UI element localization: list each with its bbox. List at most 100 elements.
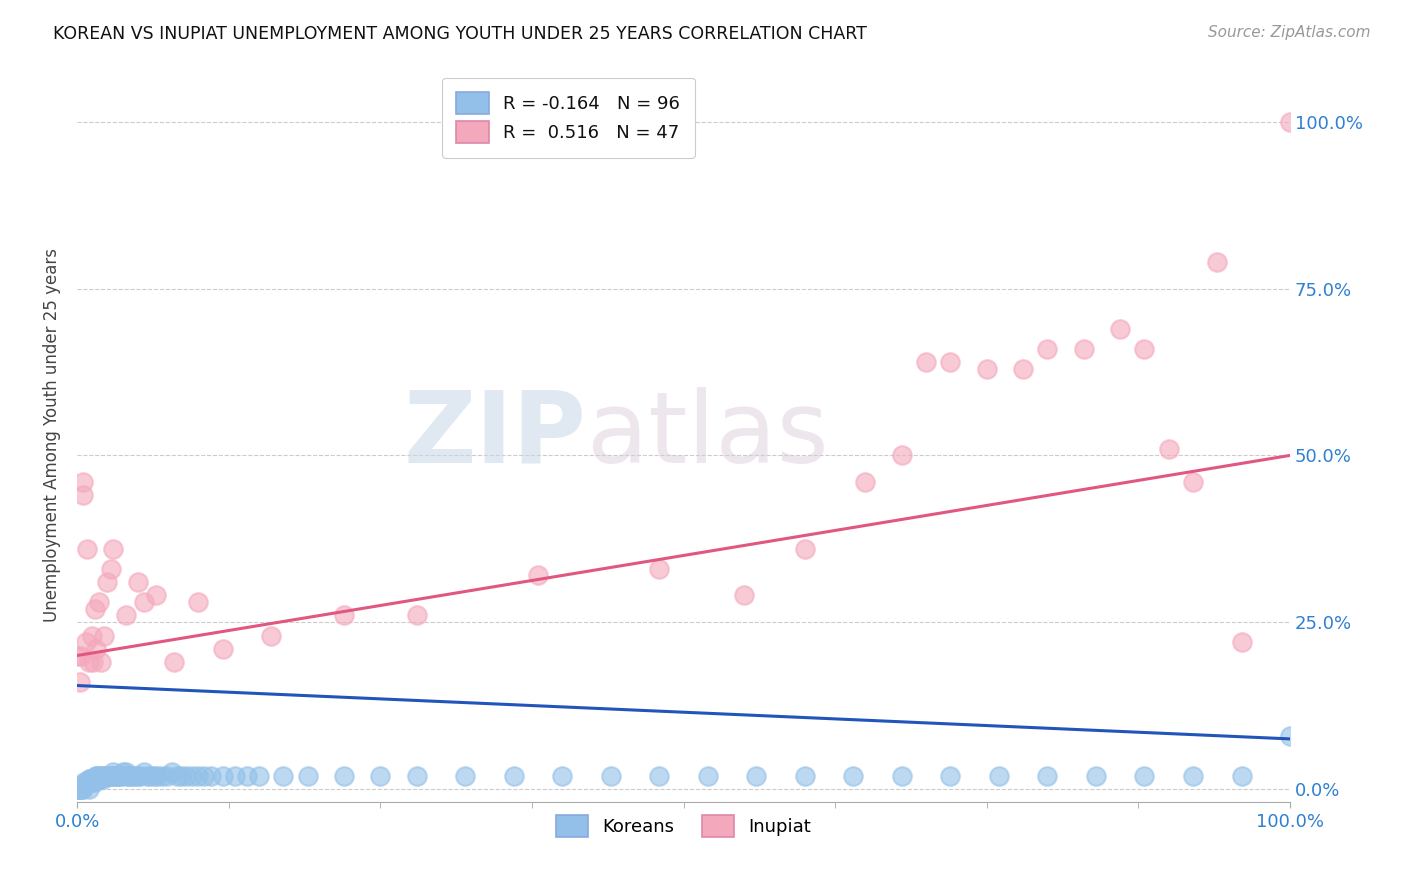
Point bbox=[104, 768, 127, 782]
Point bbox=[90, 768, 112, 782]
Point bbox=[84, 775, 107, 789]
Point bbox=[66, 781, 89, 796]
Point bbox=[163, 655, 186, 669]
Point bbox=[1133, 768, 1156, 782]
Point bbox=[370, 768, 392, 782]
Point bbox=[174, 768, 197, 782]
Point bbox=[120, 768, 142, 782]
Point bbox=[76, 541, 98, 556]
Point bbox=[67, 781, 90, 796]
Text: KOREAN VS INUPIAT UNEMPLOYMENT AMONG YOUTH UNDER 25 YEARS CORRELATION CHART: KOREAN VS INUPIAT UNEMPLOYMENT AMONG YOU… bbox=[53, 25, 868, 43]
Point bbox=[69, 779, 91, 793]
Point bbox=[110, 768, 132, 782]
Point bbox=[100, 562, 122, 576]
Point bbox=[136, 768, 159, 782]
Point bbox=[79, 772, 101, 786]
Point bbox=[69, 675, 91, 690]
Point bbox=[96, 768, 118, 782]
Point bbox=[1084, 768, 1107, 782]
Point bbox=[181, 768, 204, 782]
Point bbox=[156, 768, 179, 782]
Point bbox=[82, 772, 104, 786]
Point bbox=[297, 768, 319, 782]
Point bbox=[124, 768, 146, 782]
Point bbox=[103, 765, 125, 780]
Point bbox=[170, 768, 193, 782]
Point bbox=[94, 768, 117, 782]
Point bbox=[236, 768, 259, 782]
Point bbox=[117, 768, 139, 782]
Point bbox=[72, 779, 94, 793]
Point bbox=[72, 781, 94, 796]
Point bbox=[97, 768, 120, 782]
Point bbox=[83, 772, 105, 786]
Point bbox=[67, 781, 90, 796]
Point bbox=[77, 655, 100, 669]
Point bbox=[271, 768, 294, 782]
Point bbox=[648, 768, 671, 782]
Text: Source: ZipAtlas.com: Source: ZipAtlas.com bbox=[1208, 25, 1371, 40]
Point bbox=[142, 768, 165, 782]
Point bbox=[454, 768, 477, 782]
Point bbox=[96, 575, 118, 590]
Point bbox=[80, 775, 103, 789]
Point bbox=[187, 595, 209, 609]
Point bbox=[1036, 342, 1059, 356]
Point bbox=[112, 765, 135, 780]
Point bbox=[87, 595, 110, 609]
Point bbox=[1133, 342, 1156, 356]
Point bbox=[1036, 768, 1059, 782]
Point bbox=[72, 475, 94, 489]
Point bbox=[76, 775, 98, 789]
Text: atlas: atlas bbox=[586, 387, 828, 483]
Point bbox=[915, 355, 938, 369]
Point bbox=[87, 768, 110, 782]
Point bbox=[1073, 342, 1095, 356]
Point bbox=[405, 608, 427, 623]
Point bbox=[551, 768, 574, 782]
Point bbox=[1109, 321, 1132, 335]
Point bbox=[333, 768, 356, 782]
Point bbox=[91, 772, 114, 786]
Point bbox=[69, 781, 91, 796]
Point bbox=[890, 768, 912, 782]
Point bbox=[86, 768, 108, 782]
Point bbox=[82, 655, 104, 669]
Point bbox=[793, 768, 815, 782]
Point bbox=[101, 768, 124, 782]
Point bbox=[1230, 635, 1253, 649]
Point bbox=[502, 768, 524, 782]
Point bbox=[69, 648, 91, 663]
Point bbox=[73, 775, 96, 789]
Point bbox=[1279, 729, 1302, 743]
Point bbox=[86, 768, 108, 782]
Point bbox=[70, 779, 93, 793]
Point bbox=[648, 562, 671, 576]
Point bbox=[939, 355, 962, 369]
Point bbox=[405, 768, 427, 782]
Point bbox=[187, 768, 209, 782]
Point bbox=[145, 589, 167, 603]
Point bbox=[89, 772, 111, 786]
Point bbox=[77, 772, 100, 786]
Point bbox=[75, 635, 97, 649]
Point bbox=[73, 779, 96, 793]
Point bbox=[90, 655, 112, 669]
Point bbox=[842, 768, 865, 782]
Point bbox=[114, 765, 136, 780]
Point bbox=[166, 768, 188, 782]
Point bbox=[599, 768, 621, 782]
Point bbox=[150, 768, 173, 782]
Point bbox=[86, 772, 108, 786]
Point bbox=[260, 628, 283, 642]
Point bbox=[987, 768, 1010, 782]
Point bbox=[107, 768, 129, 782]
Point bbox=[127, 768, 149, 782]
Point bbox=[129, 768, 152, 782]
Point bbox=[96, 768, 118, 782]
Point bbox=[114, 608, 136, 623]
Point bbox=[127, 575, 149, 590]
Point bbox=[193, 768, 215, 782]
Point bbox=[939, 768, 962, 782]
Point bbox=[80, 628, 103, 642]
